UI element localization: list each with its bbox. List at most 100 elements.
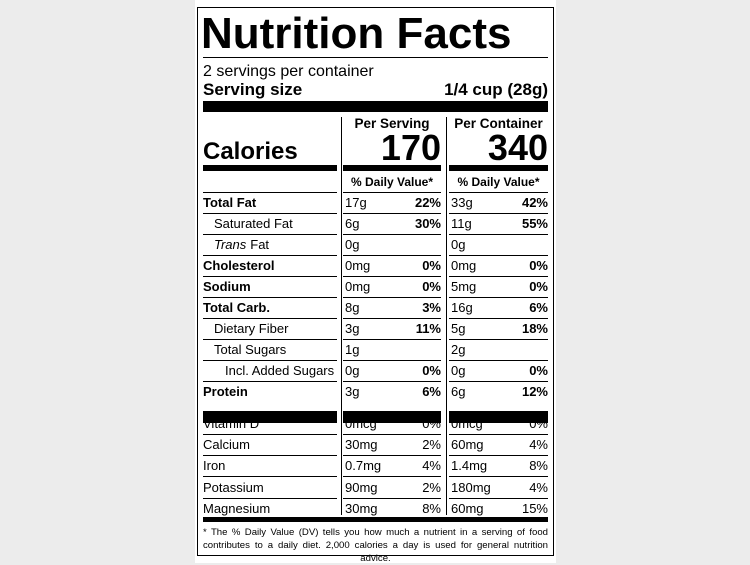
daily-value: 4% xyxy=(529,437,548,453)
nutrient-name: Dietary Fiber xyxy=(214,321,289,336)
daily-value: 6% xyxy=(529,300,548,315)
daily-value: 22% xyxy=(414,195,441,210)
amount: 5mg xyxy=(451,279,477,294)
daily-value: 2% xyxy=(422,437,441,453)
servings: 2 servings per container xyxy=(203,63,374,80)
rule xyxy=(343,234,441,235)
rule xyxy=(343,297,441,298)
daily-value: 0% xyxy=(529,258,548,273)
rule xyxy=(449,434,548,435)
vitamin-name: Vitamin D xyxy=(203,416,260,431)
daily-value: 2% xyxy=(422,479,441,495)
rule xyxy=(203,192,337,193)
amount: 17g xyxy=(345,195,367,210)
amount: 0g xyxy=(451,363,466,378)
amount: 0mcg xyxy=(345,416,377,431)
amount: 5g xyxy=(451,321,466,336)
nutrient-name: Cholesterol xyxy=(203,258,275,273)
rule xyxy=(203,101,548,112)
daily-value: 0% xyxy=(529,279,548,294)
nutrient-name: Saturated Fat xyxy=(214,216,293,231)
nutrient-name: Total Sugars xyxy=(214,342,287,357)
amount: 6g xyxy=(345,216,360,231)
nutrient-name: Total Carb. xyxy=(203,300,270,315)
daily-value: 18% xyxy=(521,321,548,336)
amount: 30mg xyxy=(345,437,378,453)
daily-value: 0% xyxy=(422,279,441,294)
amount: 90mg xyxy=(345,479,378,495)
amount: 33g xyxy=(451,195,473,210)
rule xyxy=(341,117,342,515)
rule xyxy=(449,381,548,382)
amount: 60mg xyxy=(451,437,484,453)
rule xyxy=(343,339,441,340)
column-header: Per Container xyxy=(454,116,543,131)
rule xyxy=(203,411,337,423)
rule xyxy=(449,255,548,256)
daily-value: 12% xyxy=(521,384,548,399)
rule xyxy=(343,213,441,214)
daily-value: 42% xyxy=(521,195,548,210)
amount: 0mg xyxy=(345,258,371,273)
amount: 0mg xyxy=(345,279,371,294)
daily-value: 0% xyxy=(422,363,441,378)
daily-value: 8% xyxy=(529,458,548,474)
amount: 3g xyxy=(345,321,360,336)
amount: 8g xyxy=(345,300,360,315)
rule xyxy=(203,255,337,256)
amount: 60mg xyxy=(451,500,484,516)
rule xyxy=(203,339,337,340)
rule xyxy=(449,165,548,171)
nutrient-name: Total Fat xyxy=(203,195,257,210)
daily-value: 0% xyxy=(529,363,548,378)
amount: 2g xyxy=(451,342,466,357)
rule xyxy=(449,411,548,423)
amount: 0g xyxy=(345,363,360,378)
amount: 0.7mg xyxy=(345,458,382,474)
rule xyxy=(343,255,441,256)
rule xyxy=(343,165,441,171)
amount: 180mg xyxy=(451,479,491,495)
amount: 3g xyxy=(345,384,360,399)
rule xyxy=(449,339,548,340)
rule xyxy=(449,276,548,277)
daily-value: 3% xyxy=(422,300,441,315)
rule xyxy=(203,381,337,382)
rule xyxy=(203,213,337,214)
rule xyxy=(203,455,337,457)
amount: 1g xyxy=(345,342,360,357)
calories-value: 170 xyxy=(380,127,441,168)
rule xyxy=(343,318,441,319)
nutrient-name: Fat xyxy=(250,237,270,252)
nutrient-name: Incl. Added Sugars xyxy=(225,363,335,378)
daily-value: 6% xyxy=(422,384,441,399)
amount: 11g xyxy=(451,216,472,231)
serving-size-value: 1/4 cup (28g) xyxy=(444,80,548,99)
rule xyxy=(449,476,548,478)
rule xyxy=(343,192,441,193)
nutrient-name: Sodium xyxy=(203,279,251,294)
rule xyxy=(449,455,548,457)
daily-value: 4% xyxy=(529,479,548,495)
calories-label: Calories xyxy=(203,138,298,165)
daily-value: 0% xyxy=(422,258,441,273)
amount: 0mcg xyxy=(451,416,483,431)
label-panel xyxy=(195,0,556,563)
rule xyxy=(203,476,337,478)
nutrient-name: Protein xyxy=(203,384,248,399)
daily-value: 8% xyxy=(422,500,441,516)
daily-value-header: % Daily Value* xyxy=(350,175,434,189)
rule xyxy=(203,318,337,319)
vitamin-name: Potassium xyxy=(203,479,264,495)
rule xyxy=(449,213,548,214)
nutrient-name: Trans xyxy=(214,237,247,252)
rule xyxy=(446,117,447,515)
rule xyxy=(343,381,441,382)
label-frame xyxy=(197,7,554,556)
vitamin-name: Magnesium xyxy=(203,500,271,516)
serving-size-label: Serving size xyxy=(203,80,303,99)
rule xyxy=(449,297,548,298)
rule xyxy=(343,276,441,277)
amount: 30mg xyxy=(345,500,378,516)
rule xyxy=(343,360,441,361)
